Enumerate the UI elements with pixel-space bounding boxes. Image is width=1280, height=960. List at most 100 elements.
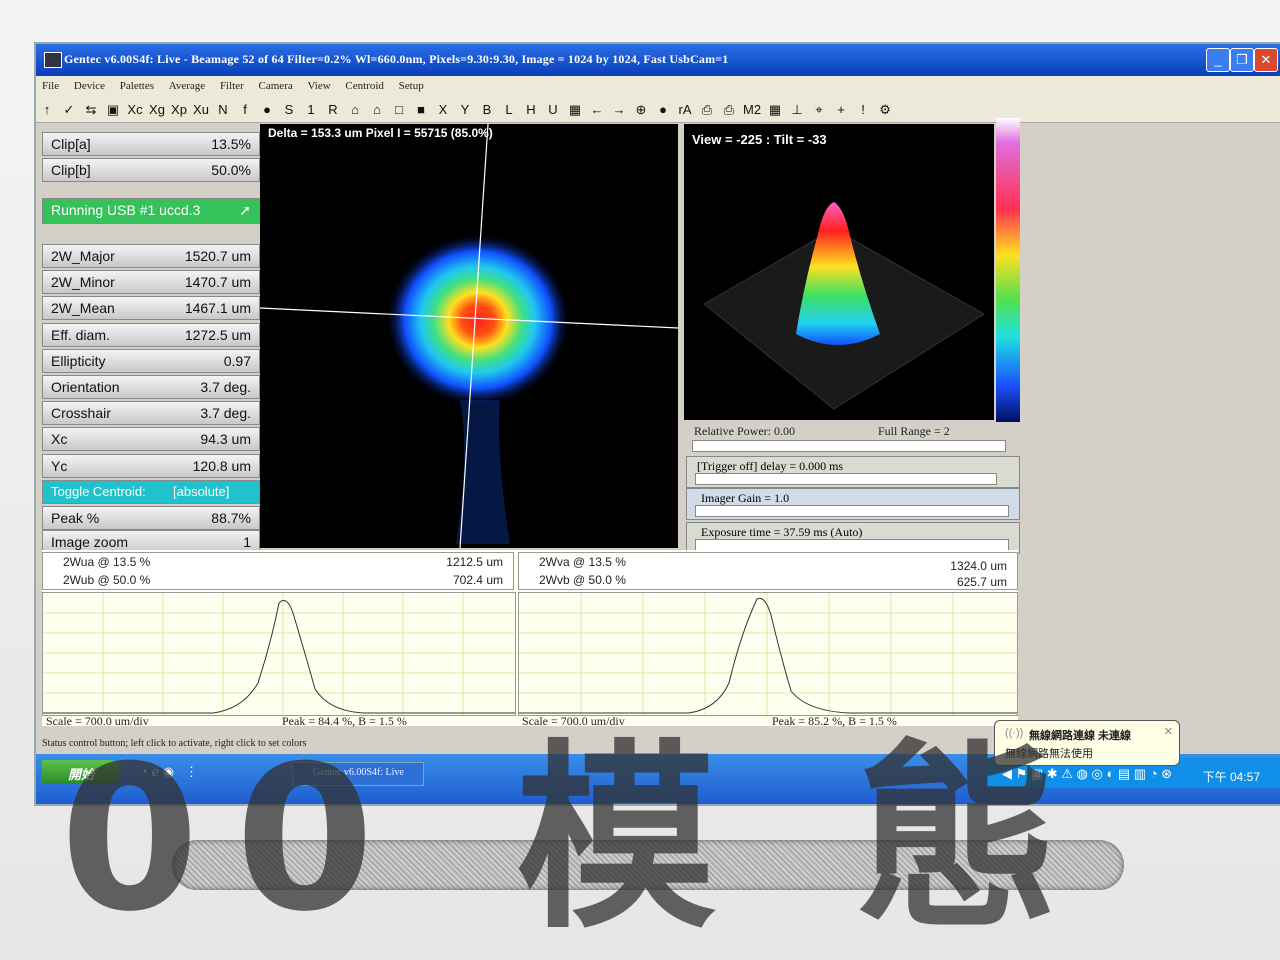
menu-view[interactable]: View	[307, 80, 331, 92]
imager-gain-label: Imager Gain = 1.0	[701, 491, 790, 505]
toolbar-button-14[interactable]: ⌂	[351, 102, 359, 117]
toolbar-button-27[interactable]: ⊕	[635, 102, 647, 117]
taskbar-app-button[interactable]: Gentec v6.00S4f: Live	[292, 762, 424, 786]
toolbar-button-36[interactable]: +	[837, 102, 845, 117]
toolbar-button-19[interactable]: Y	[460, 102, 470, 117]
toolbar-button-4[interactable]: Xc	[127, 102, 143, 117]
crosshair-vertical	[459, 124, 489, 548]
measurement-label: Ellipticity	[51, 352, 106, 369]
quick-launch-icons[interactable]: ◔ ℯ ◉ ⋮	[140, 764, 198, 779]
minimize-button[interactable]: _	[1206, 48, 1230, 72]
beam-spot	[386, 234, 570, 406]
toolbar-button-21[interactable]: L	[505, 102, 513, 117]
toolbar-button-24[interactable]: ▦	[568, 102, 582, 117]
toolbar-button-38[interactable]: ⚙	[879, 102, 891, 117]
toolbar-button-26[interactable]: →	[612, 102, 626, 117]
toolbar-button-16[interactable]: □	[395, 102, 403, 117]
toolbar-button-25[interactable]: ←	[590, 102, 604, 117]
toolbar-button-2[interactable]: ⇆	[85, 102, 97, 117]
speaker-grille	[172, 840, 1124, 890]
measurement-value: 1470.7 um	[184, 274, 251, 291]
measurement-row[interactable]: Yc 120.8 um	[42, 453, 260, 478]
beam-image-view[interactable]: Delta = 153.3 um Pixel I = 55715 (85.0%)	[260, 124, 678, 548]
running-status-button[interactable]: Running USB #1 uccd.3 ➚	[42, 198, 260, 224]
trigger-slider[interactable]	[695, 473, 997, 485]
peak-row[interactable]: Peak % 88.7%	[42, 506, 260, 530]
gain-slider[interactable]	[695, 505, 1009, 517]
menu-centroid[interactable]: Centroid	[345, 80, 384, 92]
toolbar-button-31[interactable]: ⎙	[723, 102, 735, 117]
toolbar-button-3[interactable]: ▣	[106, 102, 120, 117]
measurement-row[interactable]: Orientation 3.7 deg.	[42, 375, 260, 399]
toolbar-button-13[interactable]: R	[328, 102, 338, 117]
measurement-value: 3.7 deg.	[200, 405, 251, 422]
toolbar-button-22[interactable]: H	[526, 102, 536, 117]
menu-bar: File Device Palettes Average Filter Came…	[36, 76, 1280, 98]
clip-b-value: 50.0%	[211, 162, 251, 178]
profile-b-value2: 625.7 um	[956, 575, 1007, 589]
menu-camera[interactable]: Camera	[258, 80, 293, 92]
menu-filter[interactable]: Filter	[219, 80, 244, 92]
toolbar-button-30[interactable]: ⎙	[701, 102, 713, 117]
toolbar-button-1[interactable]: ✓	[63, 102, 75, 117]
tray-icons[interactable]: ◀ ⚑ ▣ ✱ ⚠ ◍ ◎ ◐ ▤ ▥ ◔ ⊛	[1002, 766, 1173, 781]
toolbar-button-5[interactable]: Xg	[149, 102, 165, 117]
menu-device[interactable]: Device	[73, 80, 106, 92]
toolbar-button-17[interactable]: ■	[417, 102, 425, 117]
toolbar-button-12[interactable]: 1	[307, 102, 315, 117]
notification-close-icon[interactable]: ✕	[1163, 726, 1173, 738]
toolbar-button-29[interactable]: rA	[678, 102, 692, 117]
start-label: 開始	[68, 767, 95, 782]
watermark: 00 模 態	[60, 723, 1094, 956]
beam-caption: Delta = 153.3 um Pixel I = 55715 (85.0%)	[268, 126, 493, 140]
toolbar-button-34[interactable]: ⊥	[791, 102, 803, 117]
toolbar-button-32[interactable]: M2	[743, 102, 762, 117]
menu-file[interactable]: File	[42, 80, 60, 92]
menu-setup[interactable]: Setup	[398, 80, 424, 92]
clock[interactable]: 下午 04:57	[1202, 770, 1260, 784]
toolbar-button-20[interactable]: B	[482, 102, 492, 117]
3d-view[interactable]: View = -225 : Tilt = -33	[684, 124, 994, 420]
toolbar-button-33[interactable]: ▦	[768, 102, 782, 117]
profile-b-label2: 2Wvb @ 50.0 %	[539, 573, 626, 587]
toolbar-button-35[interactable]: ⌖	[815, 102, 823, 117]
profile-b-label1: 2Wva @ 13.5 %	[539, 555, 626, 569]
toolbar-button-7[interactable]: Xu	[193, 102, 209, 117]
notification-title: 無線網路連線 未連線	[1029, 730, 1132, 742]
toolbar-button-10[interactable]: ●	[263, 102, 271, 117]
measurement-row[interactable]: Crosshair 3.7 deg.	[42, 401, 260, 426]
menu-average[interactable]: Average	[168, 80, 206, 92]
measurement-row[interactable]: Xc 94.3 um	[42, 427, 260, 452]
maximize-button[interactable]: ❐	[1230, 48, 1254, 72]
gain-panel[interactable]: Imager Gain = 1.0	[686, 488, 1020, 520]
clip-b-row[interactable]: Clip[b] 50.0%	[42, 158, 260, 182]
measurement-row[interactable]: Eff. diam. 1272.5 um	[42, 322, 260, 347]
menu-palettes[interactable]: Palettes	[119, 80, 154, 92]
measurement-label: Yc	[51, 457, 68, 474]
toolbar-button-23[interactable]: U	[548, 102, 558, 117]
trigger-panel[interactable]: [Trigger off] delay = 0.000 ms	[686, 456, 1020, 488]
start-button[interactable]: 開始	[42, 760, 120, 784]
title-bar[interactable]: Gentec v6.00S4f: Live - Beamage 52 of 64…	[36, 44, 1280, 76]
toolbar-button-11[interactable]: S	[284, 102, 294, 117]
toolbar-button-28[interactable]: ●	[659, 102, 667, 117]
measurement-row[interactable]: Ellipticity 0.97	[42, 348, 260, 373]
toolbar-button-8[interactable]: N	[218, 102, 228, 117]
toolbar-button-18[interactable]: X	[438, 102, 448, 117]
measurement-row[interactable]: 2W_Major 1520.7 um	[42, 244, 260, 268]
toolbar-button-9[interactable]: f	[243, 102, 247, 117]
measurement-row[interactable]: 2W_Mean 1467.1 um	[42, 296, 260, 321]
measurement-value: 120.8 um	[192, 457, 251, 474]
toolbar-button-0[interactable]: ↑	[43, 102, 51, 117]
measurement-row[interactable]: 2W_Minor 1470.7 um	[42, 270, 260, 295]
toggle-centroid-button[interactable]: Toggle Centroid: [absolute]	[42, 480, 260, 504]
close-button[interactable]: ✕	[1254, 48, 1278, 72]
clip-a-row[interactable]: Clip[a] 13.5%	[42, 132, 260, 156]
toolbar-button-6[interactable]: Xp	[171, 102, 187, 117]
measurement-label: 2W_Major	[51, 248, 115, 264]
toolbar-button-15[interactable]: ⌂	[373, 102, 381, 117]
wireless-notification[interactable]: ((·)) 無線網路連線 未連線 無線網路無法使用 ✕	[994, 720, 1180, 766]
measurement-value: 1467.1 um	[184, 300, 251, 317]
toolbar-button-37[interactable]: !	[861, 102, 865, 117]
crosshair-horizontal	[260, 307, 678, 329]
